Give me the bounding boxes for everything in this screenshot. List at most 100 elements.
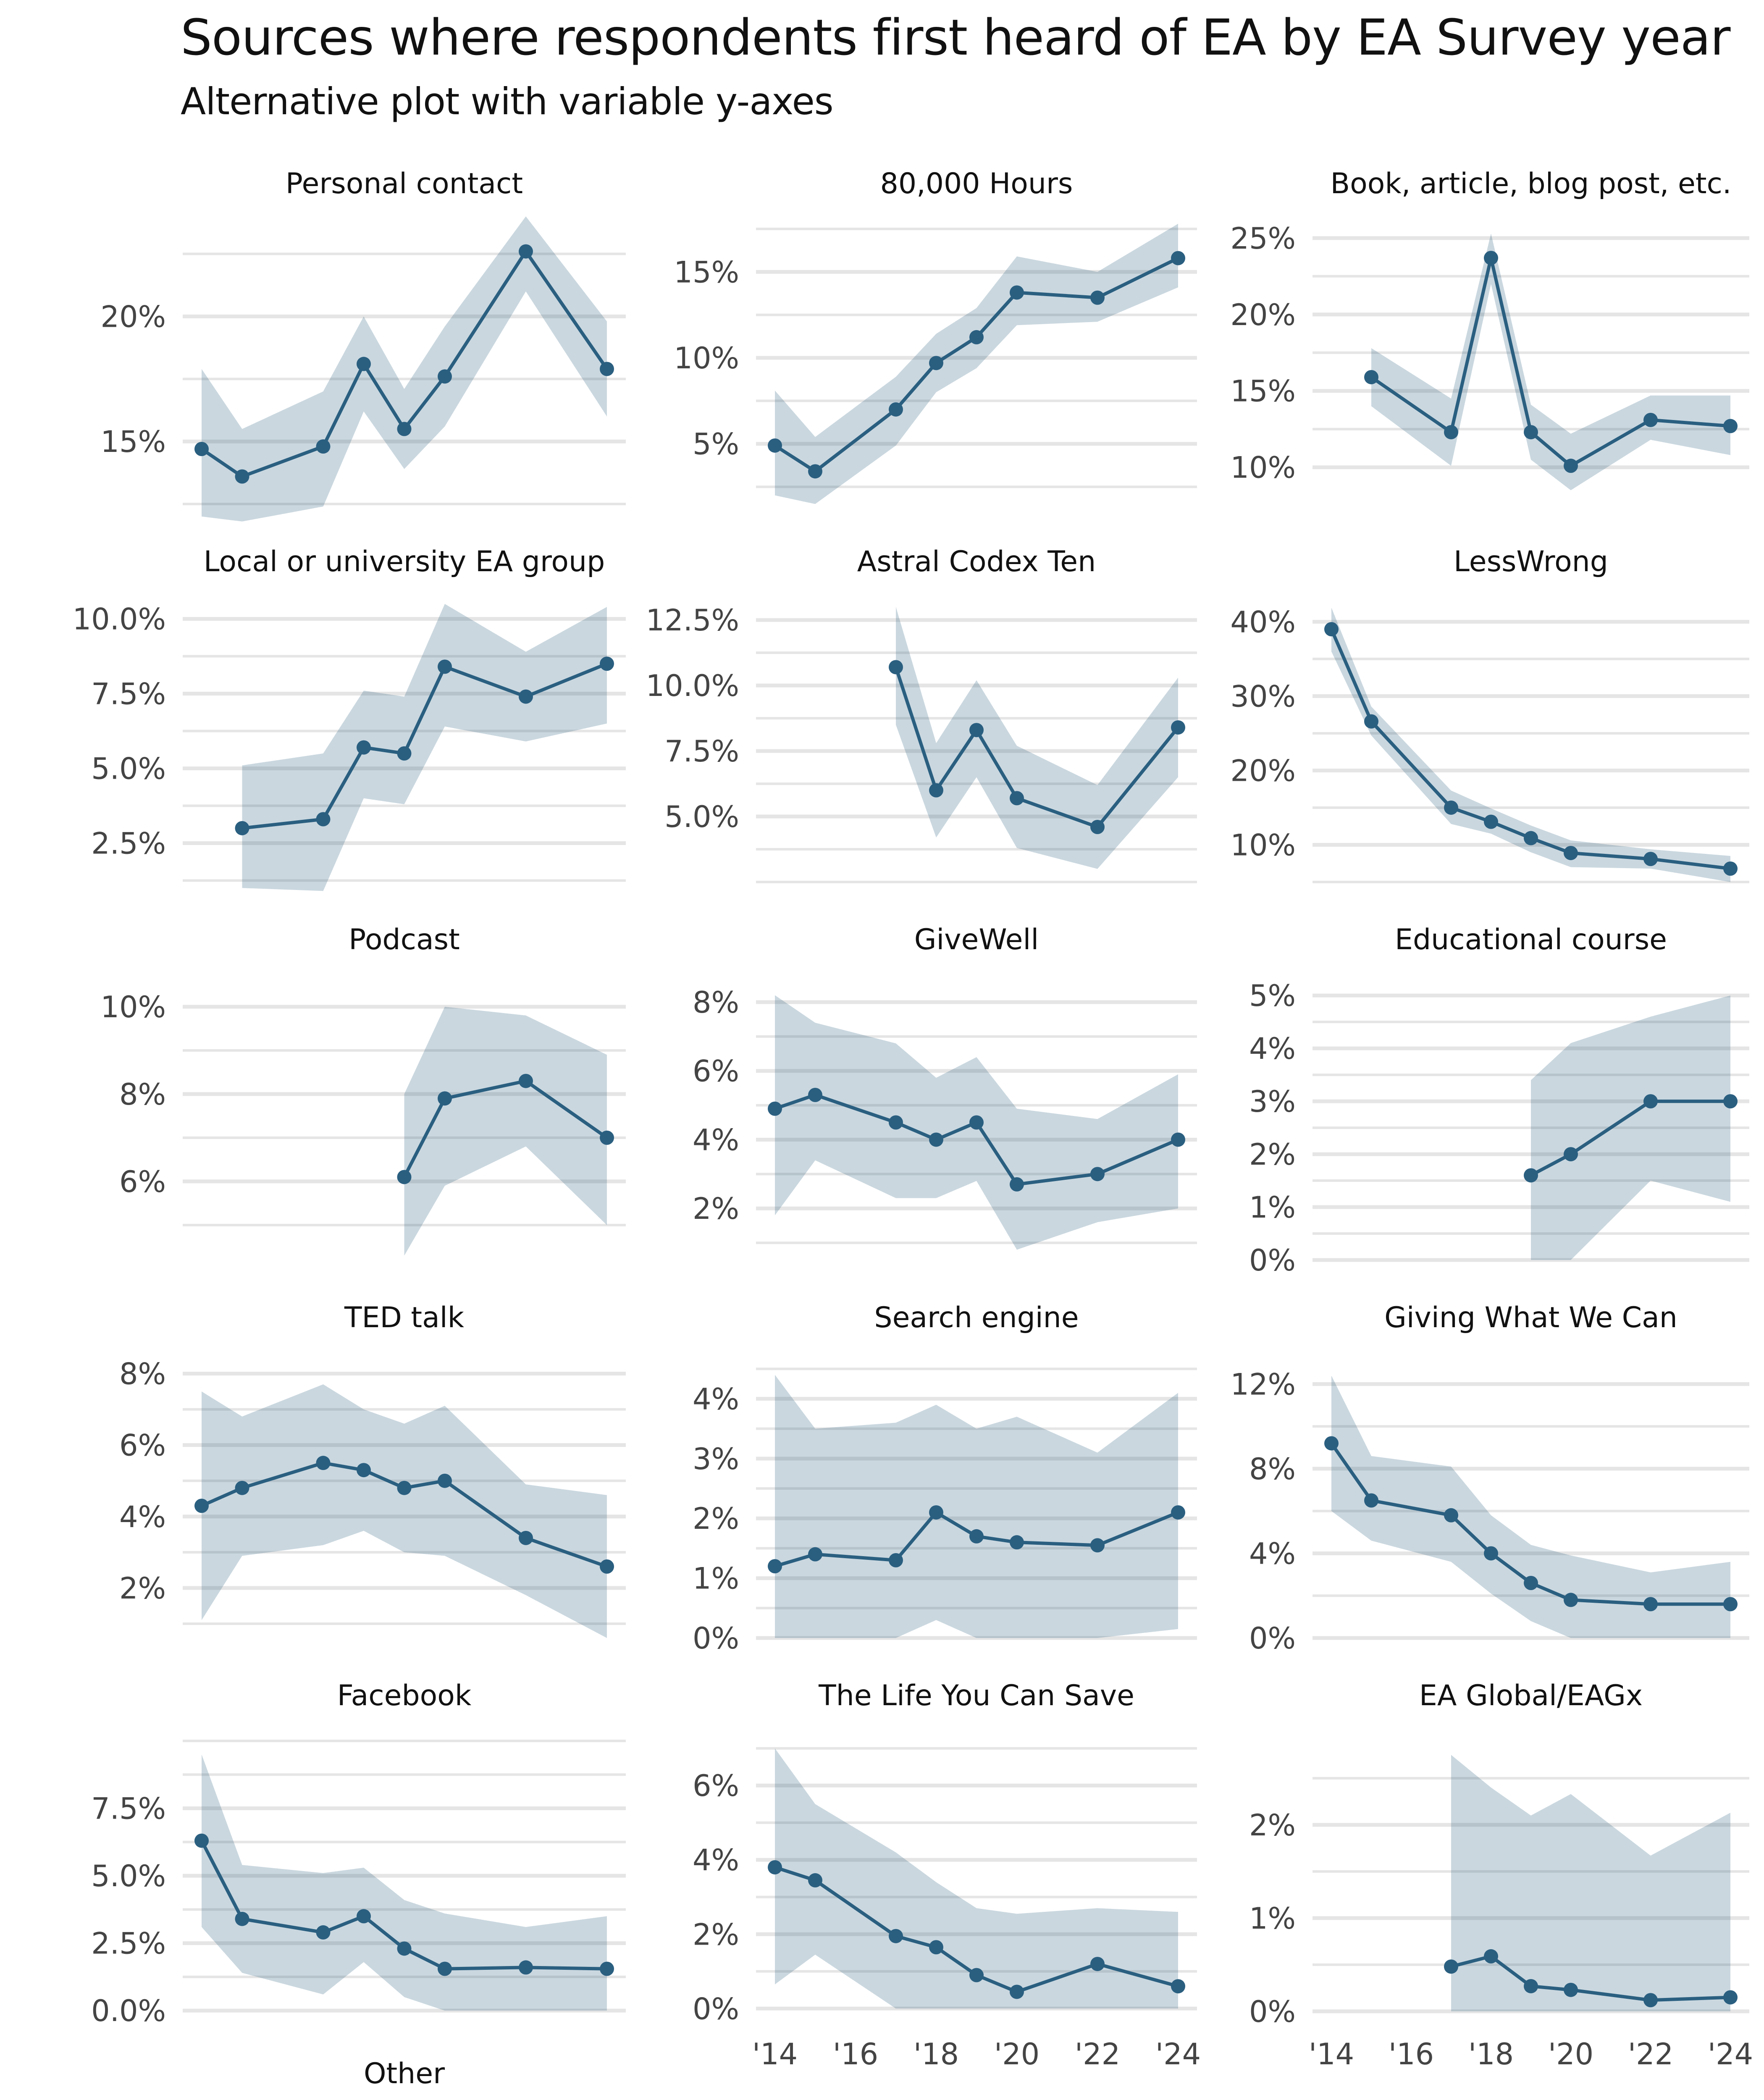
data-point [1643,852,1658,866]
y-tick-label: 7.5% [664,734,739,769]
x-tick-label: '24 [1708,2037,1753,2071]
data-point [519,1960,533,1975]
data-point [889,1115,903,1130]
y-tick-label: 20% [1230,298,1296,332]
y-tick-label: 8% [693,985,739,1020]
facet-panel: TED talk 2% 4% 6% 8% [119,1301,626,1638]
x-tick-label: '18 [914,2037,959,2071]
data-point [889,402,903,417]
y-tick-label: 2% [119,1571,166,1606]
facet-panel: Other0%5%10%15%'14'16'18'20'22'24 [364,2057,445,2090]
y-tick-label: 5% [1249,979,1296,1013]
data-point [1643,1094,1658,1109]
chart-title: Sources where respondents first heard of… [181,8,1731,66]
data-point [1484,251,1498,265]
confidence-ribbon [775,1375,1178,1638]
data-point [768,1559,782,1574]
data-point [808,1873,822,1887]
data-point [929,1505,943,1520]
data-point [600,656,614,671]
data-point [1444,425,1458,439]
y-tick-label: 8% [1249,1452,1296,1486]
data-point [1324,622,1339,637]
facet-title: Podcast [349,923,460,956]
facet-panel: Educational course 0% 1% 2% 3% 4% 5% [1249,923,1749,1278]
y-tick-label: 7.5% [91,677,166,711]
data-point [438,369,452,384]
x-tick-label: '22 [1075,2037,1120,2071]
series-line [1330,1442,1730,1606]
data-point [889,660,903,675]
data-point [438,1473,452,1488]
data-point [1524,1168,1538,1183]
y-tick-label: 2.5% [91,826,166,861]
series-line [1530,1100,1730,1177]
facet-panel: Search engine 0% 1% 2% 3% 4% [693,1301,1197,1656]
y-tick-label: 3% [1249,1084,1296,1119]
data-point [519,1530,533,1545]
data-point [438,659,452,674]
data-point [1090,1167,1105,1181]
data-point [1010,1984,1024,1999]
data-point [1723,861,1738,876]
x-tick-label: '18 [1468,2037,1514,2071]
y-tick-label: 30% [1230,679,1296,714]
y-tick-label: 2% [693,1192,739,1226]
x-tick-label: '16 [833,2037,878,2071]
data-point [969,330,984,344]
data-point [1524,1979,1538,1993]
x-tick-label: '22 [1628,2037,1673,2071]
chart-subtitle: Alternative plot with variable y-axes [181,80,834,123]
facet-panel: Personal contact 15% 20% [100,167,626,522]
y-tick-label: 8% [119,1357,166,1391]
facet-title: Educational course [1395,923,1667,956]
data-point [1444,1508,1458,1522]
data-point [1564,1147,1578,1162]
data-point [438,1091,452,1106]
data-point [1090,1538,1105,1553]
data-point [1364,370,1378,384]
data-point [1564,1593,1578,1607]
data-point [235,1480,249,1495]
data-point [1171,251,1185,265]
y-tick-label: 25% [1230,221,1296,256]
data-point [235,1911,249,1926]
data-point [808,1547,822,1562]
data-point [1090,290,1105,305]
data-point [969,1968,984,1982]
series-line [774,1510,1179,1568]
data-point [1444,800,1458,815]
y-tick-label: 6% [693,1769,739,1803]
confidence-ribbon [896,607,1178,869]
y-tick-label: 15% [100,425,166,459]
data-point [357,1463,371,1478]
facet-title: Facebook [337,1679,472,1712]
data-point [929,1940,943,1955]
data-point [1010,285,1024,300]
facet-title: GiveWell [914,923,1039,956]
y-tick-label: 5% [693,427,739,462]
data-point [519,1074,533,1088]
data-point [768,1860,782,1874]
y-tick-label: 15% [1230,374,1296,409]
facet-title: Other [364,2057,445,2090]
series-line [774,1866,1179,1994]
data-point [768,1101,782,1116]
y-tick-label: 0% [1249,1243,1296,1278]
data-point [1324,1436,1339,1451]
data-point [194,1833,209,1848]
y-tick-label: 0% [693,1621,739,1656]
data-point [1564,1982,1578,1997]
data-point [519,689,533,704]
data-point [194,442,209,456]
y-tick-label: 1% [1249,1190,1296,1225]
data-point [357,740,371,755]
confidence-ribbon [1331,1376,1730,1638]
y-tick-label: 10% [1230,828,1296,862]
data-point [1171,720,1185,735]
y-tick-label: 4% [119,1500,166,1534]
data-point [1010,1535,1024,1550]
y-tick-label: 1% [1249,1901,1296,1936]
y-tick-label: 8% [119,1077,166,1112]
facet-panel: The Life You Can Save 0% 2% 4% 6% '14 '16 '18 '2… [693,1679,1201,2071]
